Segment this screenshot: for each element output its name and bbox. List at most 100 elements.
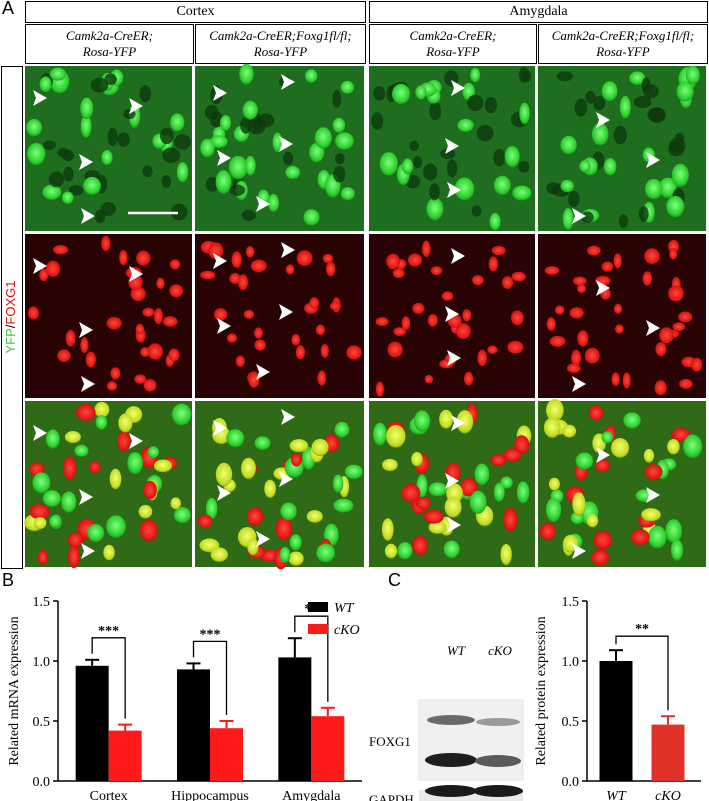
arrowhead-marker (447, 182, 461, 198)
arrowhead-marker (256, 196, 270, 212)
significance-bracket (294, 615, 329, 702)
y-tick-label: 0.0 (33, 775, 51, 790)
western-blot: WT cKO FOXG1 GAPDH (369, 643, 524, 801)
row-label-box (1, 66, 23, 569)
micrograph-tile (538, 65, 706, 231)
genotype-line2: Rosa-YFP (253, 44, 308, 59)
foxg1-blot-membrane (418, 699, 524, 781)
genotype-line2: Rosa-YFP (596, 44, 650, 59)
arrowhead-marker (256, 531, 270, 547)
arrowhead-marker (445, 473, 459, 489)
significance-stars: *** (98, 624, 119, 639)
panel-label-b: B (2, 570, 15, 590)
arrowhead-marker (646, 487, 660, 503)
arrowhead-marker (217, 150, 231, 166)
mrna-bar-chart: 0.0 0.5 1.0 1.5 Related mRNA expression *** Co… (7, 595, 362, 801)
arrowhead-marker (596, 447, 610, 463)
x-category-label: Cortex (90, 789, 128, 801)
arrowhead-marker (33, 90, 47, 106)
foxg1-band-cko-upper (476, 718, 520, 726)
significance-stars: *** (200, 627, 221, 642)
band-label-foxg1: FOXG1 (369, 734, 411, 749)
legend-swatch (308, 602, 328, 612)
genotype-line2: Rosa-YFP (426, 44, 480, 59)
significance-bracket (91, 637, 126, 719)
genotype-line2: Rosa-YFP (82, 44, 137, 59)
arrowhead-marker (572, 376, 586, 392)
arrowhead-marker (646, 320, 660, 336)
y-axis-label: Related protein expression (534, 616, 549, 765)
arrowhead-marker (451, 80, 465, 96)
genotype-header-1: Camk2a-CreER; Rosa-YFP (25, 24, 194, 64)
foxg1-band-wt-upper (427, 715, 475, 725)
legend-label: WT (334, 601, 355, 616)
arrowhead-marker (79, 154, 93, 170)
genotype-line1: Camk2a-CreER; (66, 28, 153, 43)
protein-bar-chart: 0.0 0.5 1.0 1.5 Related protein expression WT… (534, 595, 701, 801)
bar-cko (311, 716, 345, 781)
arrowhead-marker (572, 543, 586, 559)
significance-stars: ** (635, 622, 649, 637)
foxg1-band-cko-lower (475, 755, 521, 767)
arrowhead-marker (279, 471, 293, 487)
bar-cko (651, 724, 685, 781)
band-label-gapdh: GAPDH (369, 792, 414, 801)
y-tick-label: 0.5 (562, 715, 580, 730)
arrowhead-marker (596, 280, 610, 296)
micrograph-tile (538, 399, 706, 567)
arrowhead-marker (447, 517, 461, 533)
arrowhead-marker (279, 304, 293, 320)
y-tick-label: 0.0 (562, 775, 580, 790)
arrowhead-marker (451, 248, 465, 264)
arrowhead-marker (81, 543, 95, 559)
arrowhead-marker (646, 152, 660, 168)
genotype-line1: Camk2a-CreER;Foxg1fl/fl; (551, 28, 695, 43)
y-axis-label: Related mRNA expression (7, 616, 22, 765)
x-category-label: WT (606, 789, 627, 801)
micrograph-tile (24, 401, 192, 569)
bar-wt (177, 669, 210, 781)
bar-wt (278, 657, 312, 781)
arrowhead-marker (81, 376, 95, 392)
arrowhead-marker (445, 306, 459, 322)
x-category-label: Hippocampus (171, 789, 249, 801)
arrowhead-marker (451, 415, 465, 431)
y-tick-label: 1.5 (562, 595, 580, 610)
arrowhead-marker (79, 489, 93, 505)
lane-label-cko: cKO (488, 643, 512, 658)
legend-swatch (308, 624, 328, 634)
arrowhead-marker (596, 112, 610, 128)
bar-cko (210, 728, 243, 781)
y-tick-label: 1.5 (33, 595, 51, 610)
legend-label: cKO (334, 623, 360, 638)
arrowhead-marker (213, 85, 227, 101)
genotype-header-2: Camk2a-CreER;Foxg1fl/fl; Rosa-YFP (195, 24, 366, 64)
panel-label-c: C (388, 570, 401, 590)
arrowhead-marker (256, 364, 270, 380)
arrowhead-marker (445, 138, 459, 154)
region-header-cortex: Cortex (25, 1, 366, 23)
bar-wt (75, 665, 109, 781)
gapdh-band-wt (425, 785, 477, 797)
x-category-label: cKO (655, 789, 681, 801)
gapdh-blot-membrane (419, 790, 523, 801)
arrowhead-marker (213, 253, 227, 269)
arrowhead-marker (33, 425, 47, 441)
genotype-line1: Camk2a-CreER; (409, 28, 497, 43)
y-tick-label: 1.0 (562, 655, 580, 670)
panel-label-a: A (2, 0, 15, 18)
foxg1-band-wt-lower (425, 753, 477, 767)
micrograph-tile (195, 63, 364, 231)
x-category-label: Amygdala (282, 789, 341, 801)
arrowhead-marker (572, 208, 586, 224)
bar-cko (108, 730, 142, 781)
y-tick-label: 0.5 (33, 715, 51, 730)
y-tick-label: 1.0 (33, 655, 51, 670)
micrograph-tile (25, 234, 192, 398)
arrowhead-marker (129, 266, 143, 282)
arrowhead-marker (129, 433, 143, 449)
significance-bracket (192, 640, 228, 715)
legend: WT cKO (308, 601, 360, 638)
micrograph-tile (538, 234, 706, 398)
